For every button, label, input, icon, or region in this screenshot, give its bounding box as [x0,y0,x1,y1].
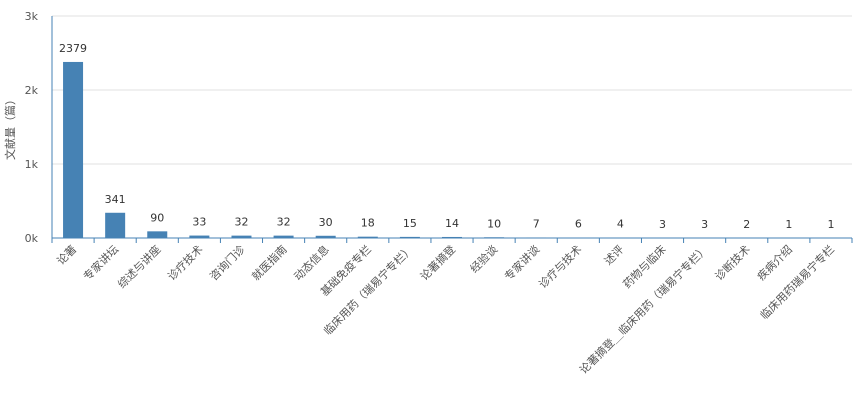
bar [63,61,84,239]
y-axis-label: 文献量（篇） [3,94,17,160]
x-tick-label: 论著摘登 [417,242,458,283]
value-label: 32 [234,216,248,229]
bar [273,235,294,238]
value-label: 3 [701,218,708,231]
value-label: 6 [575,218,582,231]
x-tick-label: 述评 [602,243,627,268]
x-tick-label: 经验谈 [467,242,500,275]
y-tick-label: 1k [25,158,39,171]
value-label: 7 [533,217,540,230]
value-label: 3 [659,218,666,231]
value-label: 90 [150,211,164,224]
bar [526,237,547,238]
value-label: 4 [617,218,624,231]
value-label: 1 [785,218,792,231]
value-label: 14 [445,217,459,230]
value-label: 341 [105,193,126,206]
x-tick-label: 综述与讲座 [115,242,164,291]
x-tick-label: 动态信息 [291,242,332,283]
bar [231,235,252,238]
value-label: 10 [487,217,501,230]
x-tick-label: 诊断技术 [712,242,753,283]
value-label: 33 [192,216,206,229]
bar [105,212,126,238]
value-label: 2 [743,218,750,231]
value-label: 30 [319,216,333,229]
bar [189,235,210,238]
x-tick-label: 论著 [54,242,79,267]
y-tick-label: 0k [25,232,39,245]
x-tick-label: 诊疗技术 [164,242,205,283]
x-tick-label: 临床用药瑞易宁专栏 [757,242,837,322]
value-label: 1 [827,218,834,231]
y-tick-label: 2k [25,84,39,97]
bar [357,236,378,238]
x-tick-label: 咨询门诊 [207,242,248,283]
bar [484,237,505,238]
bar [399,236,420,238]
value-label: 18 [361,217,375,230]
x-tick-label: 专家讲谈 [501,242,542,283]
value-label: 32 [277,216,291,229]
bar [147,231,168,238]
value-label: 2379 [59,42,87,55]
x-tick-label: 疾病介绍 [754,242,795,283]
bar [442,236,462,238]
bar [315,235,336,238]
x-tick-label: 诊疗与技术 [536,242,585,291]
x-tick-label: 就医指南 [249,242,290,283]
value-label: 15 [403,217,417,230]
x-tick-label: 专家讲坛 [80,242,121,283]
y-tick-label: 3k [25,10,39,23]
